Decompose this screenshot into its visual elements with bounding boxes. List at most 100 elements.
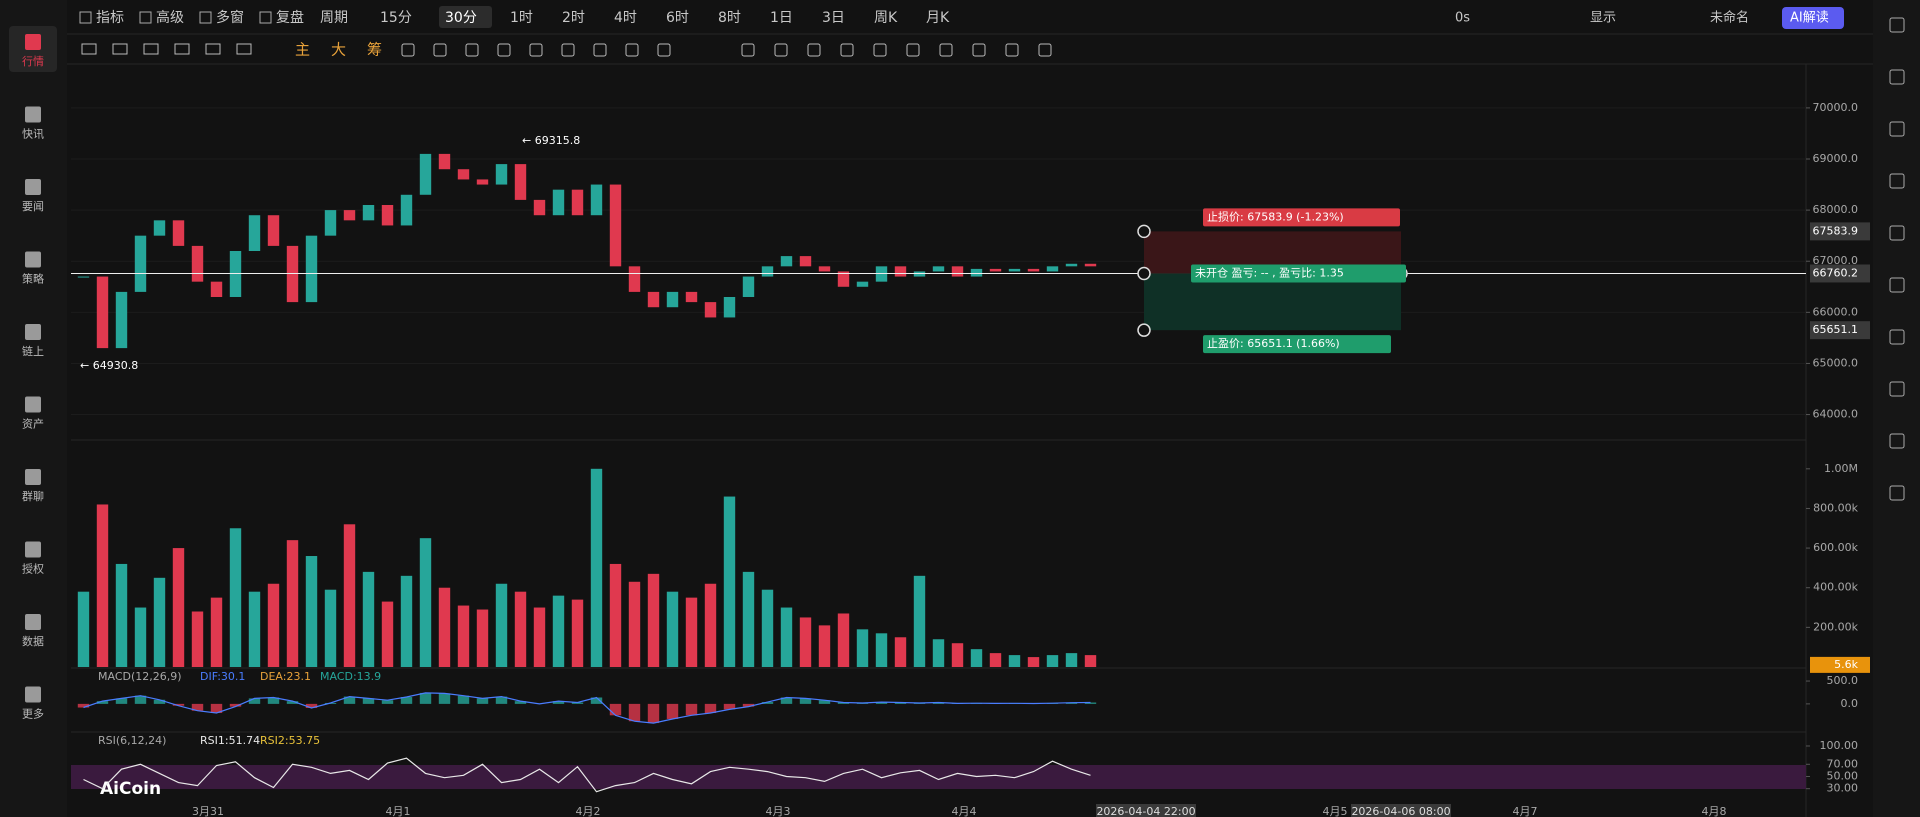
nav-icon[interactable] <box>25 614 41 630</box>
volume-bar <box>191 611 204 667</box>
tool-icon[interactable] <box>1889 433 1905 449</box>
nav-icon[interactable] <box>25 396 41 413</box>
toolbar-item[interactable]: 6时 <box>666 10 689 26</box>
macd-hist <box>77 703 90 708</box>
tool-icon[interactable] <box>1005 43 1019 57</box>
toolbar-item[interactable]: 指标 <box>96 10 124 26</box>
volume-bar <box>723 496 736 667</box>
candle <box>191 245 204 282</box>
nav-label[interactable]: 数据 <box>22 634 44 648</box>
toolbar-item[interactable]: 1时 <box>510 10 533 26</box>
nav-icon[interactable] <box>25 179 41 195</box>
tool-icon[interactable] <box>1889 225 1905 241</box>
toolbar-item[interactable]: 1日 <box>770 10 793 26</box>
volume-bar <box>476 609 489 667</box>
tool-icon[interactable] <box>774 43 788 57</box>
tool-icon[interactable] <box>741 43 755 57</box>
toolbar-item[interactable]: 30分 <box>445 10 477 26</box>
nav-label[interactable]: 更多 <box>22 707 44 721</box>
toolbar-right[interactable]: AI解读 <box>1790 11 1829 26</box>
ai-button[interactable] <box>1782 7 1844 29</box>
macd-hist <box>210 703 223 714</box>
handle[interactable] <box>1137 224 1151 239</box>
macd-hist <box>514 701 527 704</box>
candle <box>590 184 603 216</box>
tool-icon[interactable] <box>81 43 97 55</box>
y-tick-label: 70.00 <box>1827 757 1859 770</box>
volume-bar <box>286 540 299 667</box>
candle <box>210 281 223 297</box>
toolbar-item[interactable]: 多窗 <box>216 9 244 26</box>
drawing-tool[interactable]: 筹 <box>367 41 382 59</box>
tool-icon[interactable] <box>873 43 887 57</box>
candle <box>533 199 546 216</box>
volume-bar <box>457 605 470 667</box>
tool-icon[interactable] <box>1889 173 1905 189</box>
nav-icon[interactable] <box>25 541 41 558</box>
tool-icon[interactable] <box>1889 277 1905 293</box>
tool-icon[interactable] <box>657 43 671 57</box>
toolbar-item[interactable]: 复盘 <box>276 9 304 26</box>
toolbar-item[interactable]: 15分 <box>380 10 412 26</box>
tool-icon[interactable] <box>205 43 221 55</box>
nav-label[interactable]: 策略 <box>22 272 44 286</box>
tool-icon[interactable] <box>561 43 575 57</box>
nav-label[interactable]: 资产 <box>22 417 44 431</box>
toolbar-right[interactable]: 未命名 <box>1710 10 1749 26</box>
toolbar-item[interactable]: 月K <box>926 10 950 26</box>
volume-bar <box>533 607 546 667</box>
tool-icon[interactable] <box>807 43 821 57</box>
tool-icon[interactable] <box>972 43 986 57</box>
toolbar-right[interactable]: 0s <box>1455 11 1470 26</box>
tool-icon[interactable] <box>1889 121 1905 137</box>
tool-icon[interactable] <box>1889 381 1905 397</box>
toolbar-item[interactable]: 周K <box>874 10 898 26</box>
tool-icon[interactable] <box>1889 485 1905 501</box>
tool-icon[interactable] <box>236 43 252 55</box>
handle[interactable] <box>1137 266 1151 281</box>
nav-label[interactable]: 授权 <box>22 562 44 576</box>
tool-icon[interactable] <box>939 43 953 57</box>
tool-icon[interactable] <box>906 43 920 57</box>
drawing-tool[interactable]: 大 <box>331 41 346 59</box>
tool-icon[interactable] <box>1889 329 1905 345</box>
nav-icon[interactable] <box>25 686 41 703</box>
macd-hist <box>381 700 394 704</box>
tool-icon[interactable] <box>840 43 854 57</box>
tool-icon[interactable] <box>497 43 511 57</box>
nav-icon[interactable] <box>25 251 41 268</box>
tool-icon[interactable] <box>143 43 159 55</box>
nav-icon[interactable] <box>25 324 41 340</box>
nav-label[interactable]: 行情 <box>22 55 44 68</box>
tool-icon[interactable] <box>433 43 447 57</box>
toolbar-item[interactable]: 4时 <box>614 10 637 26</box>
nav-label[interactable]: 快讯 <box>22 128 44 141</box>
nav-label[interactable]: 要闻 <box>22 199 44 213</box>
y-tick-label: 70000.0 <box>1813 101 1859 114</box>
nav-label[interactable]: 链上 <box>22 344 44 358</box>
toolbar-item[interactable]: 8时 <box>718 10 741 26</box>
tool-icon[interactable] <box>401 43 415 57</box>
nav-icon[interactable] <box>25 34 41 50</box>
candle <box>172 220 185 246</box>
tool-icon[interactable] <box>1038 43 1052 57</box>
toolbar-right[interactable]: 显示 <box>1590 11 1616 26</box>
nav-icon[interactable] <box>25 106 41 123</box>
toolbar-item[interactable]: 2时 <box>562 10 585 26</box>
macd-hist <box>571 702 584 704</box>
tool-icon[interactable] <box>625 43 639 57</box>
tool-icon[interactable] <box>174 43 190 55</box>
toolbar-item[interactable]: 周期 <box>320 10 348 26</box>
tool-icon[interactable] <box>529 43 543 57</box>
nav-label[interactable]: 群聊 <box>22 489 44 503</box>
tool-icon[interactable] <box>593 43 607 57</box>
nav-icon[interactable] <box>25 469 41 485</box>
toolbar-item[interactable]: 高级 <box>156 9 184 26</box>
handle[interactable] <box>1137 323 1151 337</box>
drawing-tool[interactable]: 主 <box>295 41 310 59</box>
tool-icon[interactable] <box>112 43 128 55</box>
tool-icon[interactable] <box>1889 17 1905 33</box>
tool-icon[interactable] <box>1889 69 1905 85</box>
tool-icon[interactable] <box>465 43 479 57</box>
toolbar-item[interactable]: 3日 <box>822 10 845 26</box>
